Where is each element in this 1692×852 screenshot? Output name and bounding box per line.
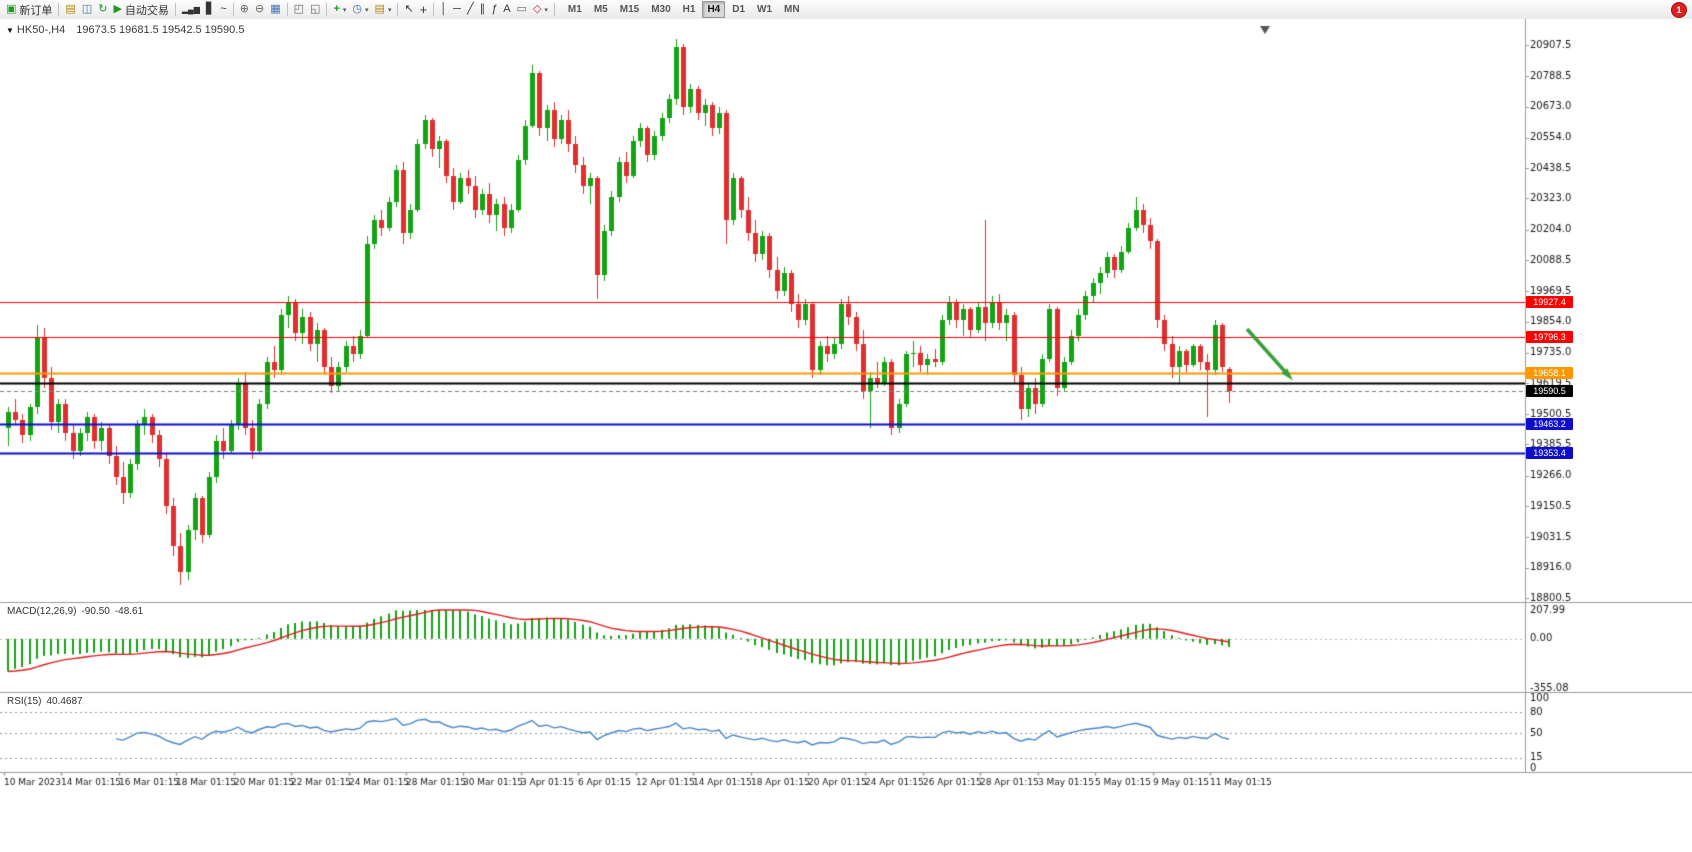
cascade-windows-icon: ◰ xyxy=(293,3,305,15)
vertical-line-icon: │ xyxy=(440,3,448,15)
chart-title-ohlc: 19673.5 19681.5 19542.5 19590.5 xyxy=(76,24,245,36)
cascade-windows-button[interactable]: ◰ xyxy=(291,1,307,18)
zoom-in-button[interactable]: ⊕ xyxy=(237,1,252,18)
charts-icon: ▤ xyxy=(65,3,76,15)
tf-button-w1[interactable]: W1 xyxy=(757,4,773,15)
shapes-button[interactable]: ◇ ▾ xyxy=(530,1,551,18)
toolbar-separator xyxy=(397,3,399,16)
cursor-icon: ↖ xyxy=(404,3,414,15)
indicators-icon: + xyxy=(333,3,340,15)
horizontal-line-button[interactable]: ─ xyxy=(450,1,464,18)
auto-trading-play-icon: ▶ xyxy=(113,3,122,15)
fibonacci-icon: ƒ xyxy=(491,3,498,15)
price-line-badge: 19463.2 xyxy=(1526,418,1573,431)
toolbar-separator xyxy=(553,3,555,16)
templates-button[interactable]: ▤ ▾ xyxy=(372,1,395,18)
macd-main-value: -90.50 xyxy=(81,606,110,617)
auto-trading-button[interactable]: ▶ 自动交易 xyxy=(110,1,171,18)
new-order-label: 新订单 xyxy=(19,4,53,17)
channel-button[interactable]: ∥ xyxy=(477,1,489,18)
shapes-icon: ◇ xyxy=(532,3,542,15)
trendline-button[interactable]: ╱ xyxy=(464,1,477,18)
profiles-button[interactable]: ◫ xyxy=(79,1,95,18)
tf-button-m15[interactable]: M15 xyxy=(619,4,640,15)
arrange-windows-button[interactable]: ◱ xyxy=(307,1,323,18)
toolbar-separator xyxy=(326,3,328,16)
refresh-icon: ↻ xyxy=(98,3,108,15)
tf-button-m1[interactable]: M1 xyxy=(567,4,582,15)
timeframe-group: M1 M5 M15 M30 H1 H4 D1 W1 MN xyxy=(562,1,806,18)
price-line-badge: 19796.3 xyxy=(1526,330,1573,343)
zoom-out-icon: ⊖ xyxy=(255,3,265,15)
tf-button-m30[interactable]: M30 xyxy=(651,4,671,15)
crosshair-icon: + xyxy=(419,2,428,17)
bars-chart-icon: ▂▄▆ xyxy=(181,5,200,14)
horizontal-line-icon: ─ xyxy=(453,3,461,15)
new-order-icon: ▣ xyxy=(6,3,17,15)
tf-button-h4[interactable]: H4 xyxy=(702,1,726,18)
macd-indicator-label: MACD(12,26,9) -90.50 -48.61 xyxy=(7,606,148,618)
crosshair-button[interactable]: + xyxy=(417,1,431,18)
macd-signal-value: -48.61 xyxy=(114,606,144,617)
text-label-icon: ▭ xyxy=(516,3,527,15)
chart-region: ▼ HK50-,H4 19673.5 19681.5 19542.5 19590.5… xyxy=(0,19,1692,852)
tf-button-h1[interactable]: H1 xyxy=(682,4,696,15)
channel-icon: ∥ xyxy=(479,3,486,15)
line-chart-button[interactable]: ~ xyxy=(217,1,229,18)
refresh-button[interactable]: ↻ xyxy=(95,1,110,18)
chevron-down-icon: ▾ xyxy=(387,6,392,14)
arrange-windows-icon: ◱ xyxy=(310,3,321,15)
vertical-line-button[interactable]: │ xyxy=(437,1,450,18)
toolbar-separator xyxy=(232,3,234,16)
charts-button[interactable]: ▤ xyxy=(62,1,78,18)
price-line-badge: 19927.4 xyxy=(1526,296,1573,309)
toolbar: ▣ 新订单 ▤ ◫ ↻ ▶ 自动交易 ▂▄▆ ▋ ~ ⊕ ⊖ ▦ ◰ ◱ + ▾… xyxy=(0,0,1692,20)
chart-title-symbol: HK50-,H4 xyxy=(16,24,66,36)
price-line-badge: 19353.4 xyxy=(1526,446,1573,459)
bars-chart-button[interactable]: ▂▄▆ xyxy=(179,1,203,18)
chevron-down-icon: ▾ xyxy=(342,6,347,14)
profiles-icon: ◫ xyxy=(81,3,93,15)
chevron-down-icon: ▾ xyxy=(365,6,369,14)
toolbar-separator xyxy=(174,3,176,16)
rsi-name: RSI(15) xyxy=(7,696,42,707)
candles-chart-icon: ▋ xyxy=(205,3,215,15)
fibonacci-button[interactable]: ƒ xyxy=(488,1,500,18)
text-label-button[interactable]: ▭ xyxy=(514,1,530,18)
cursor-button[interactable]: ↖ xyxy=(401,1,416,18)
periods-button[interactable]: ◷ ▾ xyxy=(349,1,371,18)
zoom-in-icon: ⊕ xyxy=(239,3,250,15)
text-button[interactable]: A xyxy=(500,1,513,18)
rsi-indicator-label: RSI(15) 40.4687 xyxy=(7,696,88,708)
zoom-out-button[interactable]: ⊖ xyxy=(252,1,267,18)
macd-name: MACD(12,26,9) xyxy=(7,606,77,617)
tile-windows-button[interactable]: ▦ xyxy=(267,1,283,18)
indicators-button[interactable]: + ▾ xyxy=(330,1,349,18)
trendline-icon: ╱ xyxy=(466,3,474,15)
price-line-badge: 19658.1 xyxy=(1526,366,1573,379)
periods-clock-icon: ◷ xyxy=(352,3,363,15)
tf-button-d1[interactable]: D1 xyxy=(732,4,746,15)
chevron-down-icon: ▾ xyxy=(544,6,548,14)
rsi-value: 40.4687 xyxy=(46,696,83,707)
chart-title: ▼ HK50-,H4 19673.5 19681.5 19542.5 19590.5 xyxy=(6,24,249,37)
text-icon: A xyxy=(503,3,511,15)
price-chart-canvas[interactable] xyxy=(0,19,1692,852)
tf-button-m5[interactable]: M5 xyxy=(593,4,608,15)
notification-badge[interactable]: 1 xyxy=(1671,2,1687,18)
toolbar-separator xyxy=(433,3,435,16)
new-order-button[interactable]: ▣ 新订单 xyxy=(3,1,55,18)
collapse-triangle-icon[interactable]: ▼ xyxy=(6,26,14,35)
line-chart-icon: ~ xyxy=(220,3,227,15)
toolbar-separator xyxy=(286,3,288,16)
auto-trading-label: 自动交易 xyxy=(124,4,169,17)
tile-windows-icon: ▦ xyxy=(270,3,281,15)
toolbar-separator xyxy=(58,3,60,16)
templates-icon: ▤ xyxy=(374,3,385,15)
bid-price-badge: 19590.5 xyxy=(1526,384,1573,397)
tf-button-mn[interactable]: MN xyxy=(784,4,800,15)
candles-chart-button[interactable]: ▋ xyxy=(203,1,217,18)
